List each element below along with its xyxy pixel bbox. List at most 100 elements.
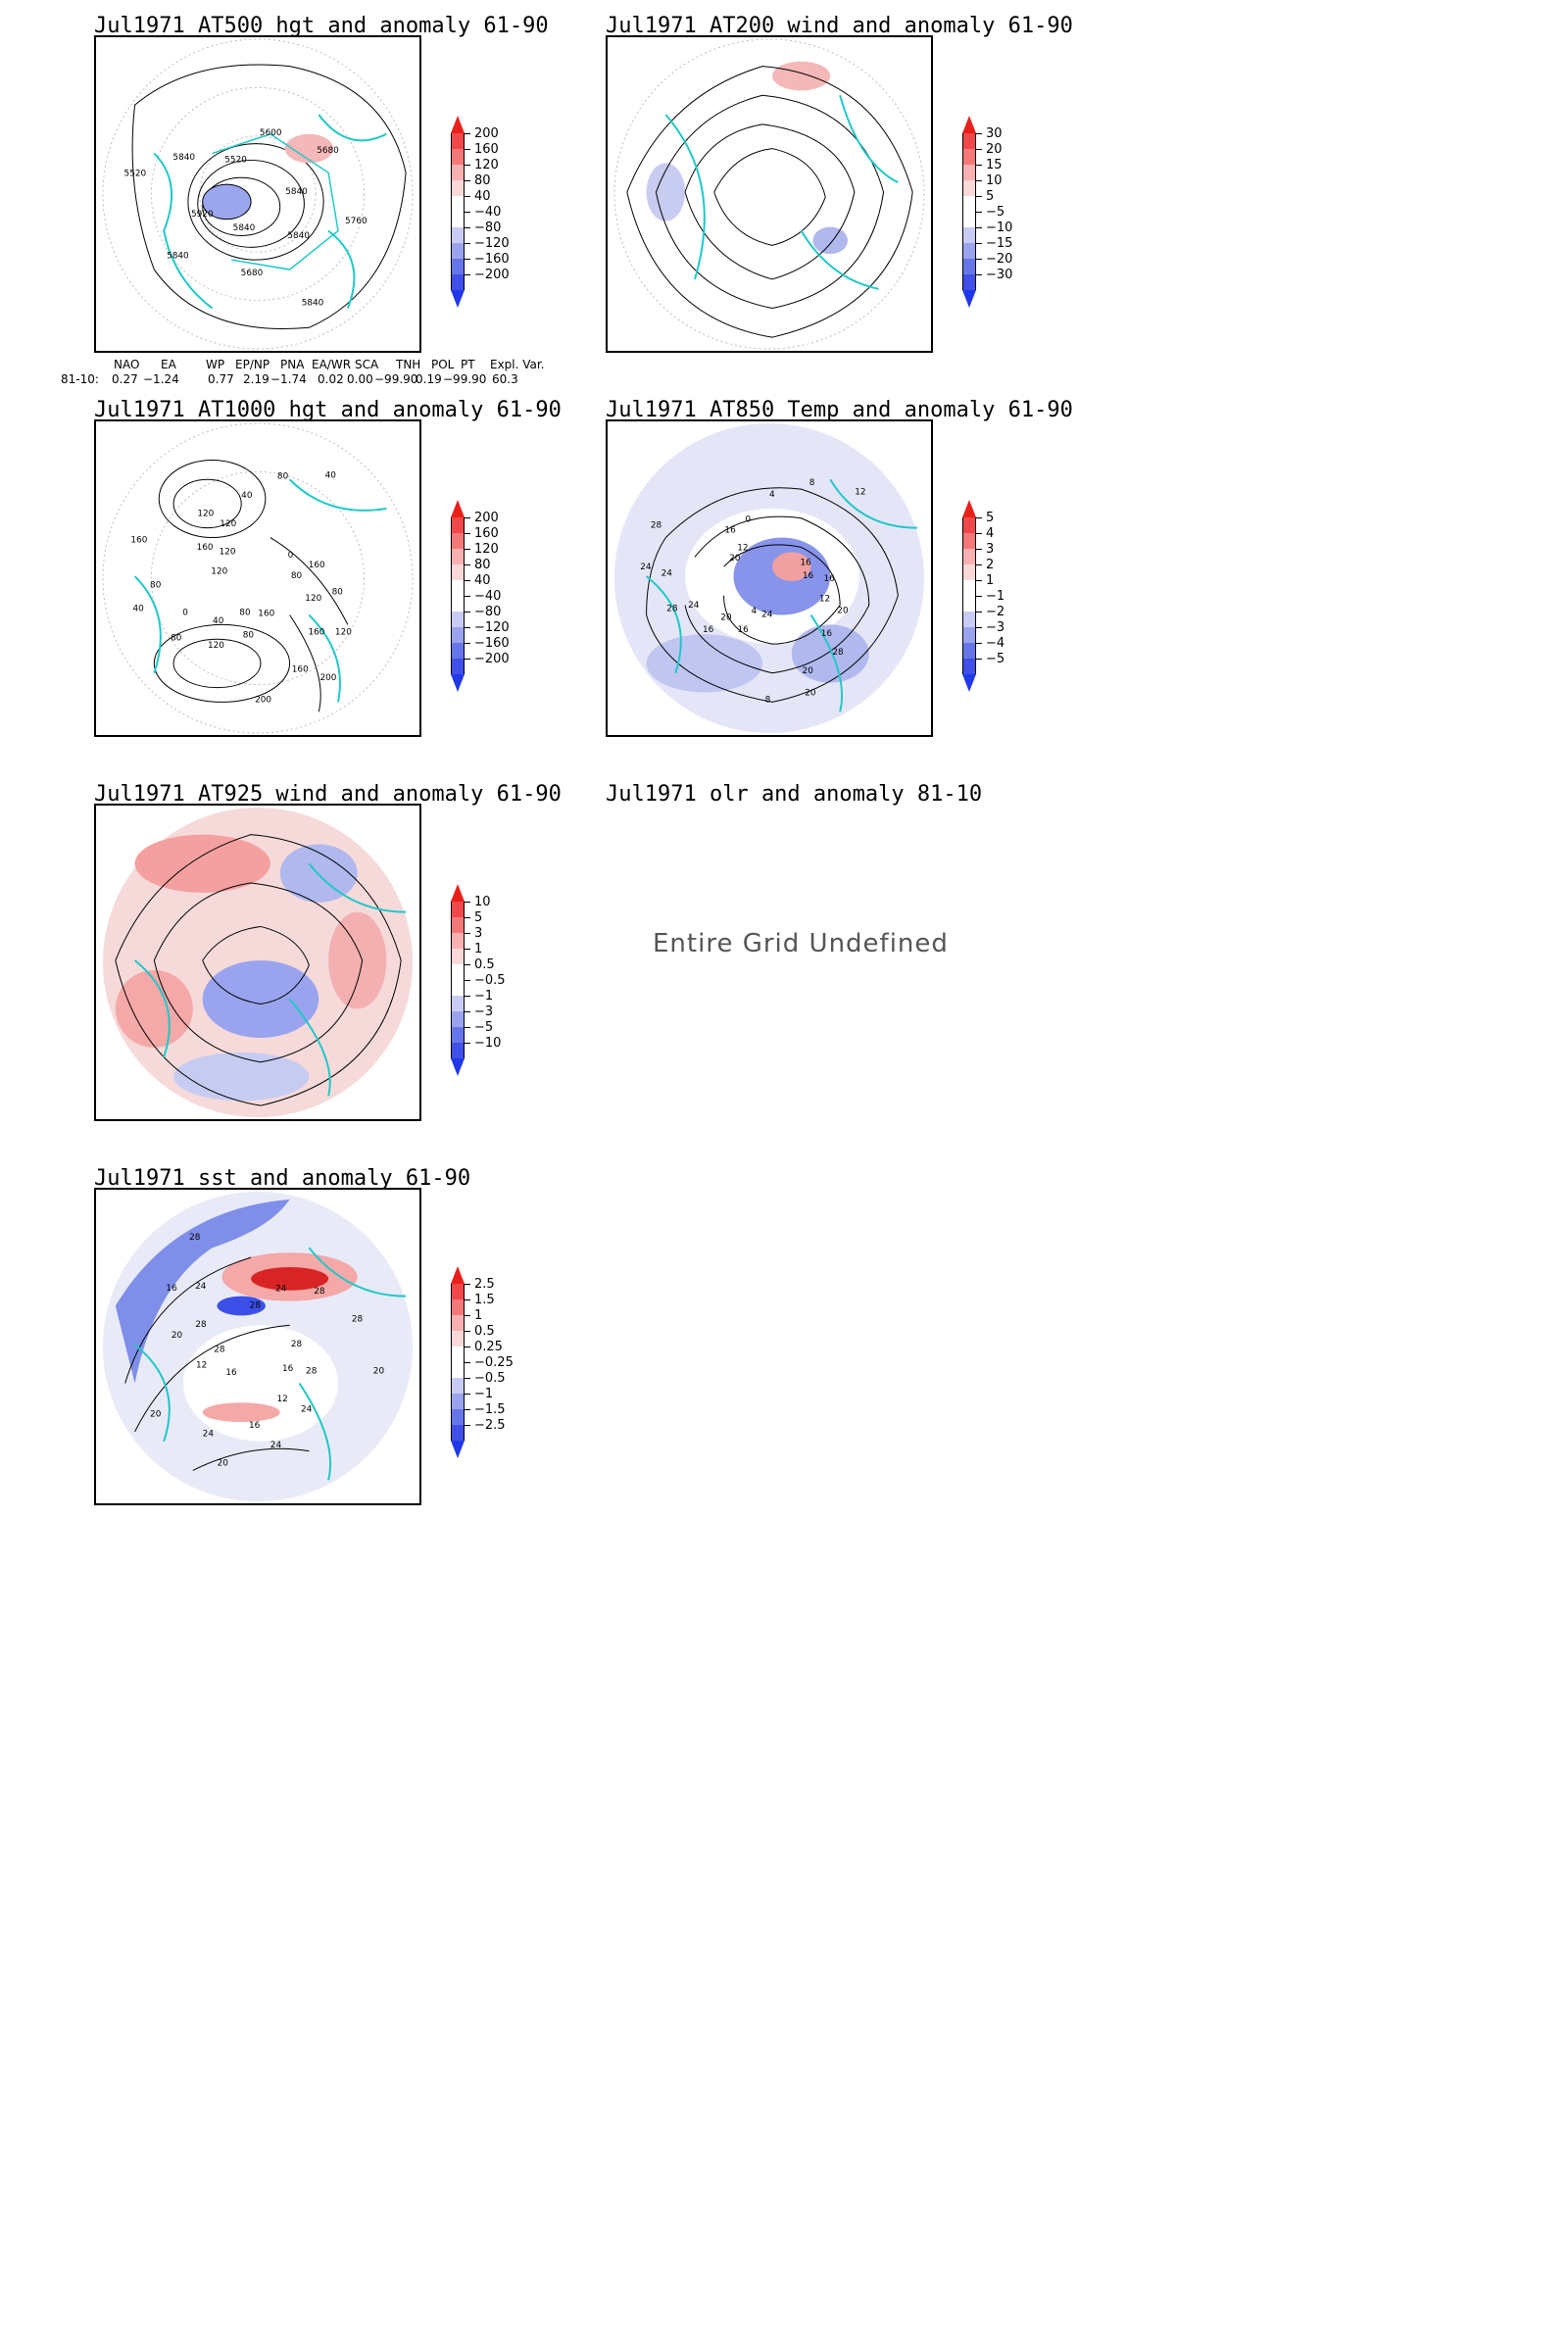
colorbar-tick [465,1362,470,1363]
colorbar-tick [465,580,470,581]
colorbar-tick-label: 160 [474,142,499,157]
colorbar-arrow-down-icon [451,1058,465,1076]
colorbar-tick-label: 3 [986,542,995,557]
colorbar-tick-label: 1 [474,942,483,956]
colorbar-segment [451,1315,465,1331]
colorbar-tick-label: 120 [474,542,499,557]
contour-label: 120 [335,628,352,638]
colorbar-tick [465,243,470,244]
colorbar-tick [465,196,470,197]
contour-label: 24 [270,1441,282,1450]
contour-label: 200 [255,695,271,705]
colorbar-segment [451,259,465,274]
colorbar-tick [465,517,470,518]
colorbar-tick-label: 0.5 [474,957,495,972]
colorbar-segment [451,643,465,659]
colorbar-tick [465,1315,470,1316]
colorbar-segment [451,996,465,1011]
colorbar-segment [962,227,976,243]
colorbar-tick-label: 10 [986,173,1003,188]
colorbar-tick-label: 4 [986,526,995,541]
contour-label: 80 [277,471,289,481]
colorbar-tick-label: 40 [474,189,491,204]
contour-label: 12 [819,595,830,605]
contour-label: 4 [769,490,775,500]
colorbar-tick [976,564,982,565]
contour-label: 5840 [302,298,324,308]
colorbar-tick [465,133,470,134]
contour-label: 120 [211,567,227,577]
contour-label: 24 [195,1282,207,1292]
colorbar-segment [451,612,465,627]
colorbar-tick [465,659,470,660]
contour-label: 160 [309,561,325,570]
contour-label: 16 [724,526,736,536]
contour-label: 0 [746,515,752,525]
index-header-pt: PT [461,358,475,371]
index-value-ea: −1.24 [143,372,179,386]
colorbar-tick-label: −5 [474,1020,494,1035]
colorbar-segment [451,212,465,227]
colorbar-arrow-up-icon [962,500,976,517]
contour-label: 5520 [224,156,247,166]
index-value-pna: −1.74 [270,372,307,386]
contour-label: 28 [651,521,662,531]
colorbar-tick-label: 0.25 [474,1340,503,1354]
contour-label: 28 [195,1320,207,1330]
colorbar-tick [976,659,982,660]
colorbar-tick-label: −5 [986,205,1005,220]
contour-label: 12 [855,487,865,497]
colorbar-tick-label: −120 [474,236,510,251]
colorbar-tick [976,165,982,166]
colorbar-segment [451,1394,465,1409]
contour-label: 40 [325,471,337,481]
colorbar-tick [465,227,470,228]
colorbar-segment [962,659,976,674]
contour-label: 16 [249,1421,261,1431]
colorbar-tick-label: −40 [474,205,502,220]
contour-label: 5680 [317,146,339,156]
contour-label: 28 [352,1315,364,1325]
colorbar-segment [451,933,465,949]
contour-label: 120 [220,519,236,529]
colorbar-segment [451,627,465,643]
contour-label: 5840 [167,252,189,262]
colorbar-tick [465,933,470,934]
colorbar-tick [465,996,470,997]
colorbar-tick-label: 5 [986,511,995,525]
colorbar-segment [962,580,976,596]
contour-label: 160 [197,543,214,553]
colorbar-tick-label: −160 [474,636,510,651]
contour-label: 28 [306,1366,318,1376]
index-value-pt: −99.90 [443,372,487,386]
contour-label: 5840 [285,187,308,197]
colorbar-segment [451,1362,465,1378]
colorbar-tick [465,643,470,644]
contour-label: 28 [666,604,678,613]
polar-map-sst: 28 28 24 24 20 16 12 20 16 28 28 24 28 28 20 16 12 16 24 20… [102,1191,414,1502]
colorbar-tick [465,1331,470,1332]
colorbar-segment [451,949,465,964]
map-at925 [94,804,421,1121]
colorbar-tick-label: 200 [474,511,499,525]
colorbar-arrow-down-icon [962,674,976,692]
colorbar-tick-label: 5 [986,189,995,204]
colorbar-tick-label: −10 [986,220,1013,235]
colorbar-tick [465,564,470,565]
colorbar-segment [962,212,976,227]
colorbar-tick-label: −5 [986,652,1005,666]
colorbar-segment [451,1284,465,1299]
contour-label: 5920 [191,210,214,220]
contour-label: 160 [292,664,309,674]
contour-label: 16 [800,558,811,567]
contour-label: 0 [182,609,188,618]
contour-label: 40 [241,491,253,501]
contour-label: 80 [291,571,303,581]
colorbar-tick [976,259,982,260]
index-value-sca: 0.00 [347,372,373,386]
colorbar-tick-label: −1.5 [474,1402,506,1417]
colorbar-tick [465,596,470,597]
colorbar-tick [976,180,982,181]
contour-label: 28 [314,1287,325,1297]
colorbar-segment [451,1043,465,1058]
